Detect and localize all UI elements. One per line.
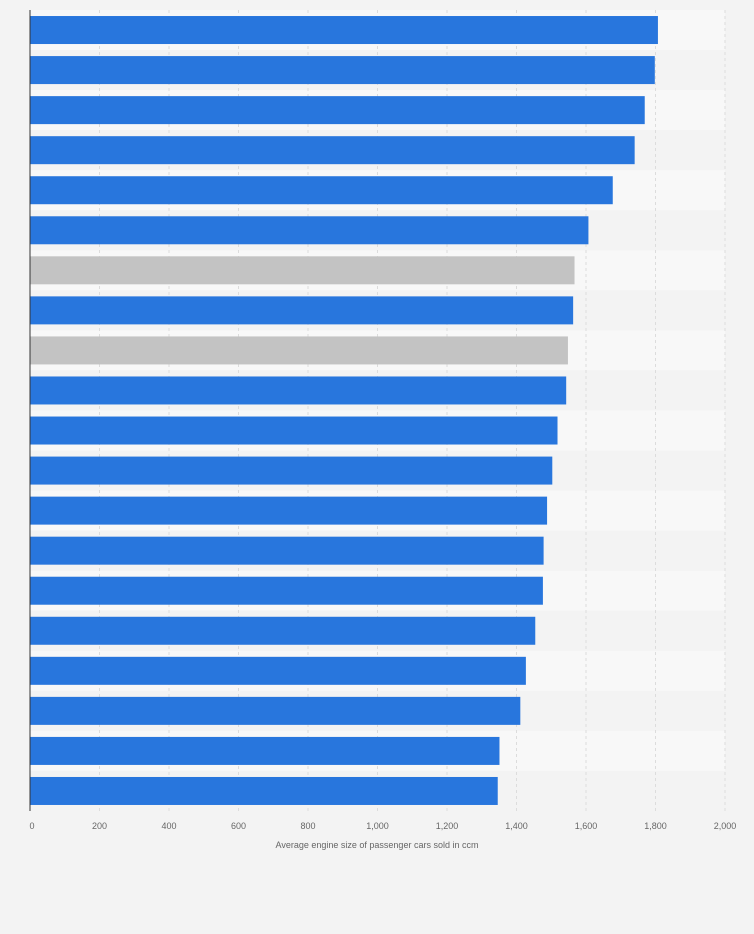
x-tick-label: 1,600: [575, 821, 598, 831]
bar[interactable]: [30, 256, 575, 284]
x-tick-label: 600: [231, 821, 246, 831]
x-axis-label: Average engine size of passenger cars so…: [276, 840, 479, 850]
bar[interactable]: [30, 457, 552, 485]
x-tick-label: 1,200: [436, 821, 459, 831]
bar[interactable]: [30, 737, 499, 765]
bar[interactable]: [30, 376, 566, 404]
x-tick-label: 400: [161, 821, 176, 831]
x-tick-label: 800: [300, 821, 315, 831]
bar[interactable]: [30, 777, 498, 805]
bar[interactable]: [30, 56, 655, 84]
x-tick-label: 1,000: [366, 821, 389, 831]
bar[interactable]: [30, 176, 613, 204]
x-tick-label: 1,800: [644, 821, 667, 831]
bar[interactable]: [30, 296, 573, 324]
bar[interactable]: [30, 336, 568, 364]
bar[interactable]: [30, 417, 558, 445]
bar[interactable]: [30, 497, 547, 525]
bar[interactable]: [30, 16, 658, 44]
bar[interactable]: [30, 96, 645, 124]
x-tick-label: 0: [29, 821, 34, 831]
x-axis-ticks: 0 200 400 600 800 1,000 1,200 1,400 1,600 1,800 2,…: [29, 821, 736, 831]
x-tick-label: 200: [92, 821, 107, 831]
bar[interactable]: [30, 697, 520, 725]
bar[interactable]: [30, 577, 543, 605]
bar[interactable]: [30, 136, 635, 164]
bar[interactable]: [30, 617, 535, 645]
bar[interactable]: [30, 537, 544, 565]
x-tick-label: 1,400: [505, 821, 528, 831]
bar[interactable]: [30, 216, 588, 244]
bar[interactable]: [30, 657, 526, 685]
x-tick-label: 2,000: [714, 821, 737, 831]
